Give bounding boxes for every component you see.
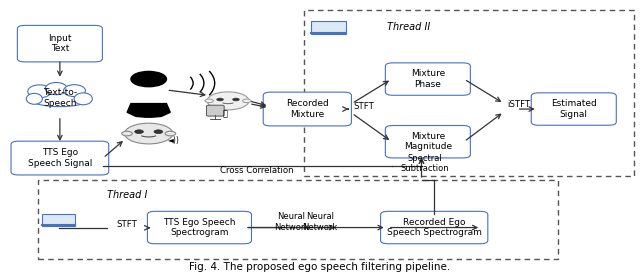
Ellipse shape xyxy=(45,83,67,95)
FancyBboxPatch shape xyxy=(42,214,75,226)
FancyBboxPatch shape xyxy=(311,21,346,34)
FancyBboxPatch shape xyxy=(263,92,351,126)
Text: Mixture
Magnitude: Mixture Magnitude xyxy=(404,132,452,152)
Text: Input
Text: Input Text xyxy=(48,34,72,53)
Circle shape xyxy=(207,92,249,110)
Circle shape xyxy=(134,130,143,133)
FancyBboxPatch shape xyxy=(147,211,252,244)
Text: TTS Ego Speech
Spectrogram: TTS Ego Speech Spectrogram xyxy=(163,218,236,237)
Circle shape xyxy=(217,98,223,101)
Ellipse shape xyxy=(63,85,85,96)
Text: TTS Ego
Speech Signal: TTS Ego Speech Signal xyxy=(28,148,92,168)
Text: Mixture
Phase: Mixture Phase xyxy=(411,70,445,89)
Circle shape xyxy=(154,130,163,133)
Text: ◄)): ◄)) xyxy=(168,136,180,145)
FancyBboxPatch shape xyxy=(531,93,616,125)
Text: Text-to-
Speech: Text-to- Speech xyxy=(43,88,77,108)
Circle shape xyxy=(165,131,176,136)
Text: Neural
Network: Neural Network xyxy=(274,212,309,232)
Ellipse shape xyxy=(26,93,42,104)
FancyBboxPatch shape xyxy=(17,25,102,62)
FancyBboxPatch shape xyxy=(385,125,470,158)
FancyBboxPatch shape xyxy=(207,105,224,116)
Text: Cross Correlation: Cross Correlation xyxy=(220,166,293,175)
Text: Estimated
Signal: Estimated Signal xyxy=(551,99,596,119)
Text: STFT: STFT xyxy=(354,102,374,111)
Text: Recorded
Mixture: Recorded Mixture xyxy=(286,99,329,119)
Circle shape xyxy=(125,123,173,144)
Text: iSTFT: iSTFT xyxy=(507,100,531,109)
Text: Thread I: Thread I xyxy=(108,190,148,200)
Circle shape xyxy=(243,99,251,103)
FancyBboxPatch shape xyxy=(385,63,470,95)
Ellipse shape xyxy=(74,93,92,105)
Polygon shape xyxy=(127,104,170,117)
Ellipse shape xyxy=(29,90,91,107)
Circle shape xyxy=(122,131,132,136)
Text: Recorded Ego
Speech Spectrogram: Recorded Ego Speech Spectrogram xyxy=(387,218,482,237)
FancyBboxPatch shape xyxy=(11,141,109,175)
Text: Thread II: Thread II xyxy=(387,22,430,32)
Circle shape xyxy=(131,71,166,87)
Circle shape xyxy=(205,99,213,103)
Text: Spectral
Subtraction: Spectral Subtraction xyxy=(401,154,449,173)
Text: 🎙: 🎙 xyxy=(222,109,227,118)
FancyBboxPatch shape xyxy=(381,211,488,244)
Text: STFT: STFT xyxy=(116,220,137,229)
Text: Fig. 4. The proposed ego speech filtering pipeline.: Fig. 4. The proposed ego speech filterin… xyxy=(189,262,451,272)
Circle shape xyxy=(232,98,239,101)
Text: Neural
Network: Neural Network xyxy=(302,212,338,232)
Ellipse shape xyxy=(28,85,51,98)
